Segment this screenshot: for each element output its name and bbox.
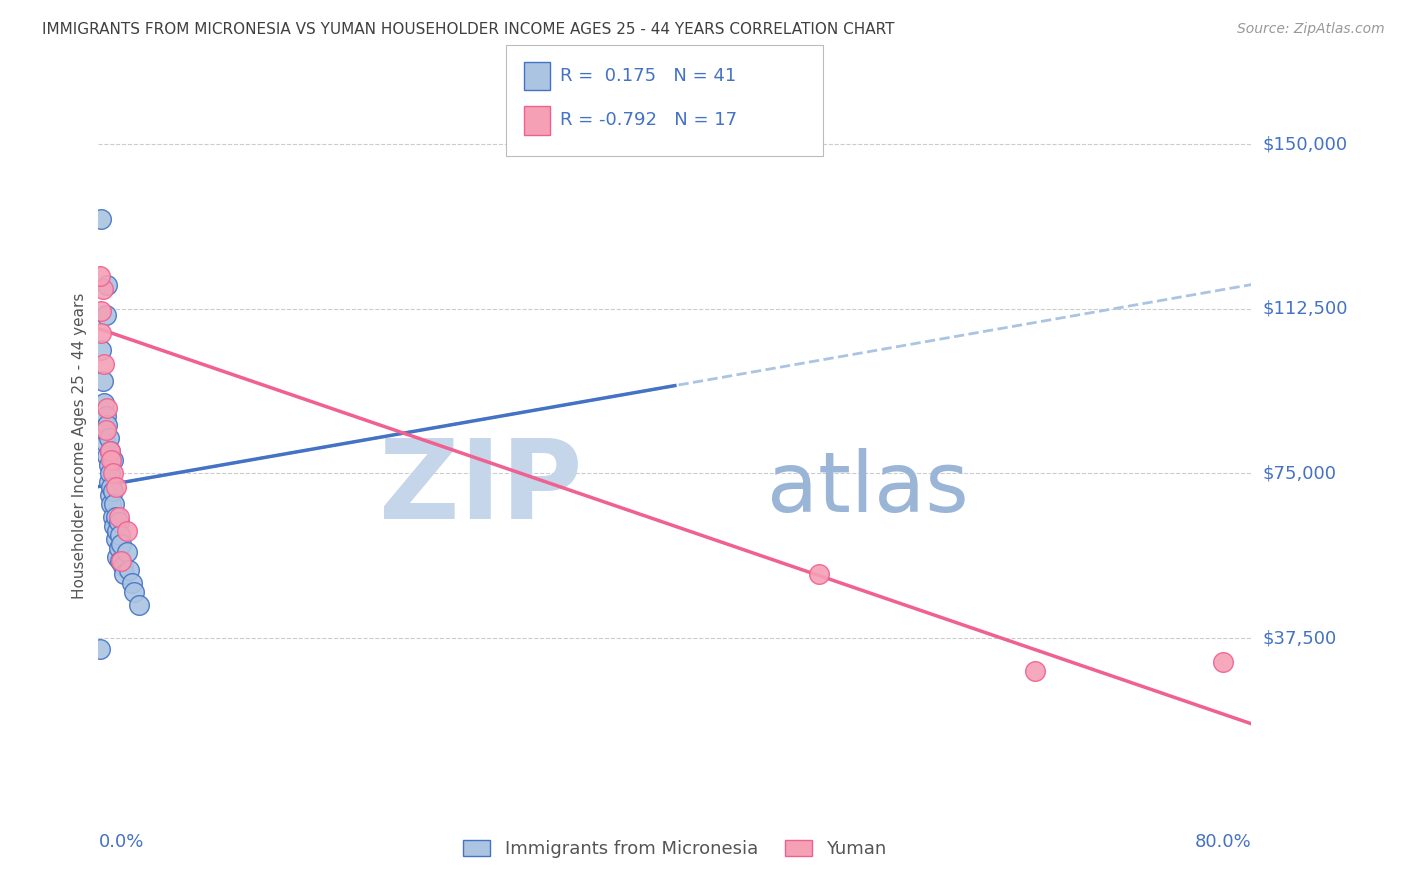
- Point: [1024, 664, 1046, 678]
- Point: [112, 567, 135, 582]
- Point: [107, 541, 129, 555]
- Text: $112,500: $112,500: [1263, 300, 1348, 318]
- Point: [97, 431, 120, 445]
- Text: Source: ZipAtlas.com: Source: ZipAtlas.com: [1237, 22, 1385, 37]
- Point: [103, 519, 125, 533]
- Point: [91, 374, 114, 388]
- Point: [98, 444, 121, 458]
- Point: [105, 549, 128, 564]
- Text: $150,000: $150,000: [1263, 135, 1347, 153]
- Point: [90, 343, 112, 358]
- Text: atlas: atlas: [768, 449, 969, 529]
- Point: [98, 488, 121, 502]
- Point: [93, 396, 115, 410]
- Point: [108, 554, 131, 568]
- Text: R = -0.792   N = 17: R = -0.792 N = 17: [560, 112, 737, 129]
- Point: [110, 537, 132, 551]
- Point: [93, 423, 115, 437]
- Point: [104, 510, 127, 524]
- Point: [89, 268, 111, 283]
- Point: [101, 467, 124, 481]
- Point: [90, 326, 112, 340]
- Point: [98, 444, 121, 458]
- Text: 80.0%: 80.0%: [1195, 833, 1251, 851]
- Point: [98, 467, 121, 481]
- Point: [94, 309, 117, 323]
- Point: [110, 554, 132, 568]
- Legend: Immigrants from Micronesia, Yuman: Immigrants from Micronesia, Yuman: [456, 832, 894, 865]
- Point: [111, 558, 134, 573]
- Point: [117, 524, 139, 538]
- Text: R =  0.175   N = 41: R = 0.175 N = 41: [560, 67, 735, 85]
- Point: [94, 409, 117, 424]
- Point: [100, 453, 122, 467]
- Point: [101, 510, 124, 524]
- Point: [103, 497, 125, 511]
- Y-axis label: Householder Income Ages 25 - 44 years: Householder Income Ages 25 - 44 years: [72, 293, 87, 599]
- Point: [101, 453, 124, 467]
- Point: [90, 211, 112, 226]
- Point: [100, 497, 122, 511]
- Point: [105, 524, 128, 538]
- Point: [104, 480, 127, 494]
- Point: [107, 510, 129, 524]
- Text: $37,500: $37,500: [1263, 629, 1337, 647]
- Point: [121, 576, 143, 591]
- Point: [108, 528, 131, 542]
- Point: [90, 304, 112, 318]
- Text: IMMIGRANTS FROM MICRONESIA VS YUMAN HOUSEHOLDER INCOME AGES 25 - 44 YEARS CORREL: IMMIGRANTS FROM MICRONESIA VS YUMAN HOUS…: [42, 22, 894, 37]
- Point: [124, 585, 146, 599]
- Point: [96, 449, 118, 463]
- Point: [93, 357, 115, 371]
- Point: [97, 475, 120, 490]
- Point: [100, 480, 122, 494]
- Point: [96, 418, 118, 433]
- Point: [97, 458, 120, 472]
- Text: 0.0%: 0.0%: [98, 833, 143, 851]
- Point: [94, 435, 117, 450]
- Point: [96, 401, 118, 415]
- Point: [808, 567, 831, 582]
- Point: [94, 423, 117, 437]
- Point: [118, 563, 141, 577]
- Point: [91, 282, 114, 296]
- Point: [117, 545, 139, 559]
- Point: [96, 277, 118, 292]
- Point: [128, 598, 150, 612]
- Text: ZIP: ZIP: [380, 435, 582, 542]
- Point: [1212, 655, 1234, 669]
- Point: [104, 533, 127, 547]
- Point: [89, 642, 111, 657]
- Text: $75,000: $75,000: [1263, 465, 1337, 483]
- Point: [101, 483, 124, 498]
- Point: [107, 515, 129, 529]
